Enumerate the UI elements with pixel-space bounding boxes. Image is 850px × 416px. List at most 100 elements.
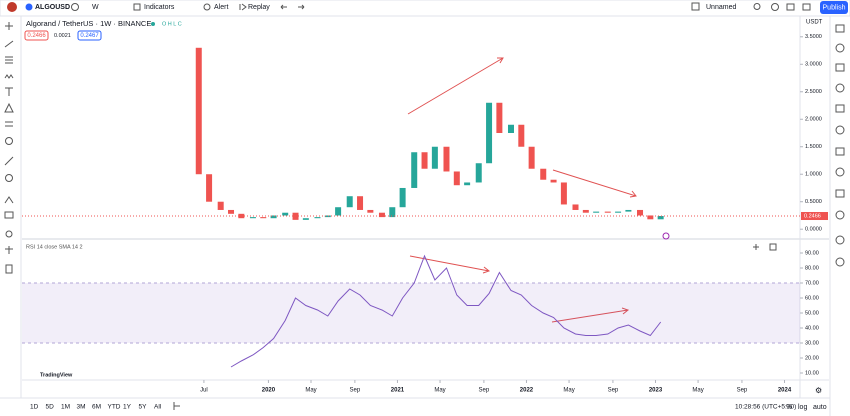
candle <box>324 215 331 218</box>
candle <box>582 209 589 213</box>
goto-date[interactable] <box>173 402 180 410</box>
trendline-tool[interactable] <box>4 40 14 48</box>
auto-toggle[interactable]: auto <box>813 404 827 411</box>
candle <box>206 174 213 202</box>
y-tick-label: 40.00 <box>805 325 819 331</box>
candle <box>367 209 374 213</box>
candle <box>647 215 654 220</box>
trash-tool[interactable] <box>5 264 13 274</box>
market-status <box>151 22 155 26</box>
add-symbol[interactable] <box>71 3 79 11</box>
hide-tool[interactable] <box>5 230 13 238</box>
x-tick-label: Jul <box>200 388 208 394</box>
alert-button[interactable]: Alert <box>214 4 228 11</box>
candle <box>443 146 450 172</box>
calendar[interactable] <box>835 104 845 113</box>
range-button[interactable]: All <box>154 404 162 411</box>
range-button[interactable]: 6M <box>92 404 101 411</box>
candle <box>421 152 428 169</box>
ask: 0.2467 <box>80 33 99 39</box>
clock: 10:28:56 (UTC+5:30) <box>735 404 796 411</box>
range-button[interactable]: 5D <box>46 404 55 411</box>
y-tick-label: 30.00 <box>805 340 819 346</box>
text-tool[interactable] <box>5 87 13 96</box>
candle <box>496 102 503 133</box>
candle <box>378 212 385 218</box>
ruler-tool[interactable] <box>4 156 14 166</box>
x-tick-label: Sep <box>737 388 748 394</box>
candle <box>195 47 202 175</box>
candle <box>486 102 493 164</box>
candle <box>453 171 460 186</box>
candle <box>228 209 235 214</box>
spread: 0.0021 <box>54 33 71 39</box>
undo[interactable] <box>280 4 287 10</box>
replay-button[interactable]: Replay <box>248 4 270 11</box>
settings[interactable] <box>771 3 779 11</box>
ideas[interactable] <box>835 125 845 135</box>
candle <box>507 124 514 133</box>
pattern-tool[interactable] <box>4 74 14 79</box>
log-toggle[interactable]: log <box>798 404 807 411</box>
replay-icon <box>239 3 247 11</box>
range-button[interactable]: 1M <box>61 404 70 411</box>
chart-title: Algorand / TetherUS · 1W · BINANCE <box>26 19 151 28</box>
crosshair-tool[interactable] <box>5 22 13 30</box>
avatar[interactable] <box>7 2 17 12</box>
percent-toggle[interactable]: % <box>786 404 792 411</box>
candle <box>270 215 277 219</box>
zoom-tool[interactable] <box>5 174 13 182</box>
x-tick-label: 2023 <box>649 388 663 394</box>
search[interactable] <box>753 3 761 10</box>
publish-button[interactable] <box>820 1 848 14</box>
pane-maximize[interactable] <box>753 244 759 250</box>
range-button[interactable]: 3M <box>77 404 86 411</box>
magnet-tool[interactable] <box>4 196 14 204</box>
notifications[interactable] <box>835 189 845 198</box>
redo[interactable] <box>298 4 305 10</box>
broadcast[interactable] <box>835 257 845 267</box>
visibility-tool[interactable] <box>5 246 13 254</box>
range-button[interactable]: 5Y <box>139 404 148 411</box>
fib-tool[interactable] <box>5 56 13 64</box>
alert-icon <box>203 3 211 11</box>
sell-box[interactable] <box>24 30 49 41</box>
candle <box>572 204 579 210</box>
settings-gear[interactable]: ⚙ <box>815 386 822 395</box>
shape-tool[interactable] <box>4 102 14 113</box>
y-tick-label: 1.5000 <box>805 144 822 150</box>
help[interactable] <box>835 210 845 220</box>
streams[interactable] <box>835 167 845 177</box>
range-button[interactable]: 1D <box>30 404 39 411</box>
candle <box>389 207 396 218</box>
alerts[interactable] <box>835 43 845 53</box>
candle <box>302 218 309 220</box>
event-marker[interactable] <box>662 232 670 240</box>
ohlc: O H L C <box>162 21 182 27</box>
pine[interactable] <box>835 235 845 245</box>
watchlist[interactable] <box>835 24 845 33</box>
range-button[interactable]: 1Y <box>123 404 132 411</box>
fullscreen[interactable] <box>786 3 795 11</box>
candle <box>260 217 267 219</box>
x-tick-label: May <box>563 388 574 394</box>
measure-tool[interactable] <box>5 121 13 127</box>
indicators-button[interactable]: Indicators <box>144 4 175 11</box>
data-window[interactable] <box>835 63 845 72</box>
candle <box>560 182 567 205</box>
chats[interactable] <box>835 147 845 156</box>
favorite-tool[interactable] <box>5 137 13 145</box>
pane-settings[interactable] <box>769 243 777 251</box>
layout-name[interactable]: Unnamed <box>706 4 736 11</box>
currency[interactable]: USDT <box>806 20 823 26</box>
candle <box>346 196 353 208</box>
symbol[interactable]: ALGOUSD <box>35 4 70 11</box>
x-tick-label: Sep <box>608 388 619 394</box>
top-toolbar <box>0 0 850 17</box>
lock-tool[interactable] <box>4 211 14 219</box>
snapshot[interactable] <box>802 3 811 11</box>
range-button[interactable]: YTD <box>108 404 121 411</box>
interval[interactable]: W <box>92 4 99 11</box>
hotlist[interactable] <box>835 83 845 93</box>
buy-box[interactable] <box>77 30 102 41</box>
